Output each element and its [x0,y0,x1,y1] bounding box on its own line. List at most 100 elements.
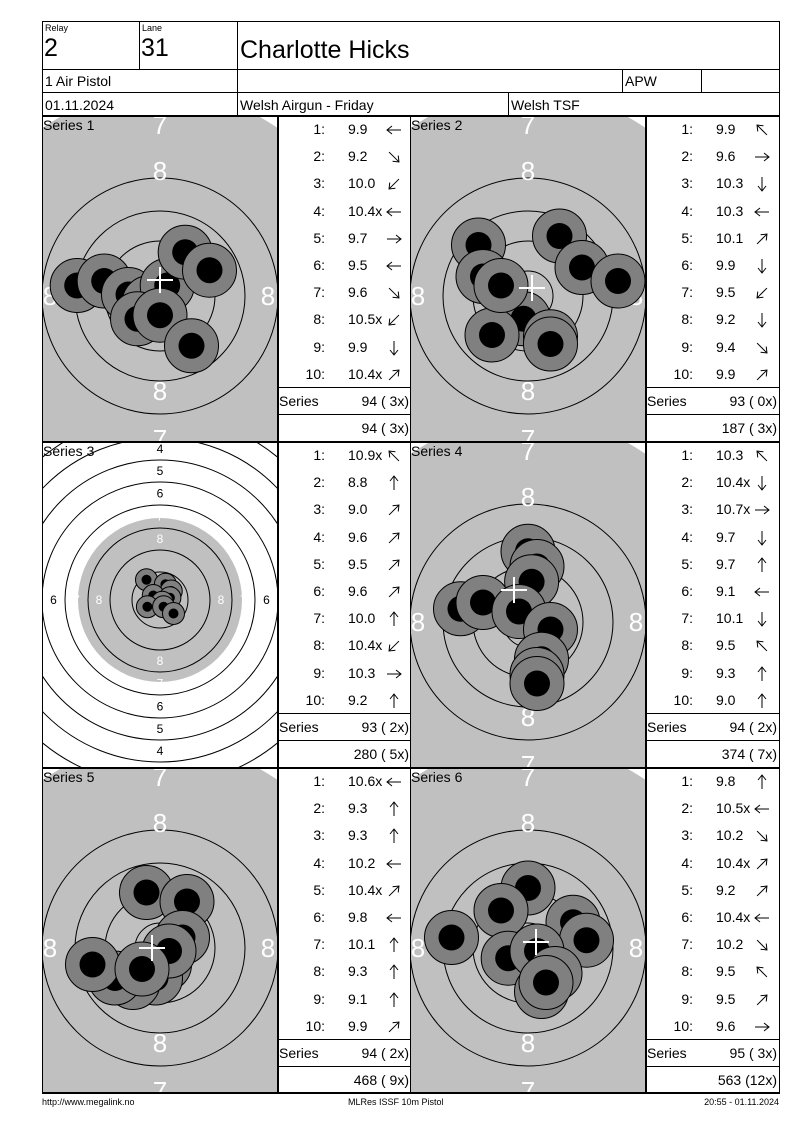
shot-row: 3: 10.2 [647,822,779,849]
shot-hole [523,316,578,372]
shot-number: 3: [313,827,325,844]
shot-number: 5: [313,881,325,898]
direction-arrow-icon [388,315,400,326]
shot-number: 7: [681,610,693,627]
shot-score: 10.4x [348,881,383,898]
shot-hole [114,941,170,997]
shooter-name: Charlotte Hicks [240,36,410,64]
shot-row: 9: 9.5 [647,986,779,1013]
direction-arrow-icon [754,913,769,923]
shot-score: 10.6x [348,773,383,789]
shot-list: 1: 9.8 2: 10.5x 3: 10.2 4: 10.4x 5: 9.2 6: 10.4x 7: 1… [646,768,780,1094]
shot-score: 9.6 [348,528,368,545]
series-total-label: Series [647,1045,687,1061]
direction-arrow-icon [389,991,399,1007]
ring-number: 8 [261,281,275,311]
running-total: 280 ( 5x) [353,746,409,762]
ring-number: 7 [157,510,164,524]
shot-row: 7: 10.0 [279,605,411,632]
direction-arrow-icon [389,692,399,708]
series-title: Series 3 [43,443,95,459]
shot-score: 10.0 [348,610,376,627]
direction-arrow-icon [756,858,768,869]
shot-number: 10: [305,1017,325,1034]
shot-row: 1: 9.9 [647,116,779,143]
direction-arrow-icon [386,913,401,923]
series-total: 93 ( 0x) [729,393,777,409]
direction-arrow-icon [757,692,767,708]
shot-score: 10.1 [716,610,744,627]
shot-row: 2: 10.5x [647,795,779,822]
shot-number: 4: [681,854,693,871]
direction-arrow-icon [388,151,400,163]
ring-number: 7 [521,443,535,466]
shot-number: 2: [681,800,693,817]
shot-score: 10.5x [348,311,383,328]
shot-score: 9.7 [716,555,736,572]
shot-number: 1: [681,773,693,789]
shot-score: 10.2 [716,936,744,953]
ring-number: 8 [521,482,535,512]
date: 01.11.2024 [45,97,115,113]
direction-arrow-icon [757,556,767,572]
shot-score: 9.5 [716,963,736,980]
shot-row: 10: 9.0 [647,687,779,714]
running-total: 374 ( 7x) [721,746,777,762]
shot-score: 10.4x [348,202,383,219]
shot-row: 2: 9.6 [647,143,779,170]
shot-score: 9.3 [348,963,368,980]
divider [279,387,411,388]
shot-row: 8: 9.5 [647,958,779,985]
shot-number: 9: [681,338,693,355]
shot-score: 10.4x [348,637,383,654]
shot-row: 3: 9.3 [279,822,411,849]
ring-number: 7 [153,424,167,442]
direction-arrow-icon [757,476,767,491]
name-cell: Charlotte Hicks [237,21,780,70]
target-panel: 333344445555666677778888Series 3 [42,442,278,768]
shot-row: 6: 9.1 [647,578,779,605]
shot-score: 9.2 [348,148,368,165]
shot-row: 8: 9.2 [647,306,779,333]
shot-score: 9.6 [716,1017,736,1034]
ring-number: 8 [629,607,643,637]
ring-number: 7 [521,117,535,140]
direction-arrow-icon [388,179,400,190]
shot-number: 6: [681,909,693,925]
ring-number: 7 [521,424,535,442]
shot-score: 10.4x [348,365,383,382]
relay-cell: Relay 2 [42,21,140,70]
shot-row: 4: 9.6 [279,524,411,551]
ring-number: 6 [50,593,57,607]
direction-arrow-icon [756,233,768,245]
shot-score: 10.4x [716,909,751,925]
shot-score: 10.3 [716,175,744,192]
direction-arrow-icon [757,665,767,681]
shot-number: 1: [313,773,325,789]
shot-hole [162,602,185,625]
shot-number: 2: [681,148,693,165]
shot-score: 9.9 [348,338,368,355]
shot-number: 3: [313,175,325,192]
footer-rule [42,1092,780,1093]
direction-arrow-icon [756,831,768,842]
class: APW [625,73,657,89]
shot-number: 3: [681,501,693,518]
direction-arrow-icon [386,207,401,216]
shot-number: 10: [673,1017,693,1034]
shot-number: 6: [313,909,325,925]
shot-number: 9: [313,338,325,355]
shot-number: 7: [313,610,325,627]
ring-number: 7 [153,1076,167,1094]
class-cell: APW [622,69,702,93]
direction-arrow-icon [386,859,401,868]
shot-row: 6: 9.6 [279,578,411,605]
blank-cell [237,69,623,93]
direction-arrow-icon [757,259,767,274]
shot-number: 2: [313,800,325,817]
shot-row: 2: 9.2 [279,143,411,170]
shot-number: 4: [681,202,693,219]
shot-row: 10: 9.6 [647,1013,779,1040]
shot-list: 1: 10.9x 2: 8.8 3: 9.0 4: 9.6 5: 9.5 6: 9.6 7: 10.0 8:… [278,442,412,768]
